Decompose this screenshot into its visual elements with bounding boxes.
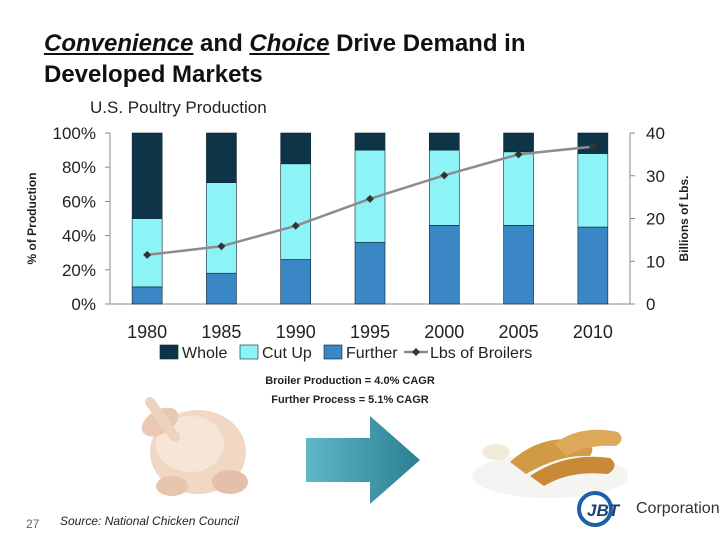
bar-whole xyxy=(206,132,237,183)
page-number: 27 xyxy=(26,517,40,531)
legend-label: Lbs of Broilers xyxy=(430,345,532,362)
y-tick-label: 20% xyxy=(62,261,96,280)
source-note: Source: National Chicken Council xyxy=(60,514,239,528)
y-tick-label: 40% xyxy=(62,227,96,246)
legend-label: Further xyxy=(346,345,398,362)
bar-further xyxy=(206,272,237,305)
y2-axis-title: Billions of Lbs. xyxy=(677,176,691,262)
bar-further xyxy=(503,225,534,305)
y-tick-label: 60% xyxy=(62,192,96,211)
bar-cut-up xyxy=(577,153,609,228)
line-point xyxy=(291,221,300,230)
legend-label: Cut Up xyxy=(262,345,312,362)
broiler-cagr-note: Broiler Production = 4.0% CAGR xyxy=(265,375,435,387)
y2-tick-label: 20 xyxy=(646,210,665,229)
bar-cut-up xyxy=(280,163,312,260)
y2-tick-label: 0 xyxy=(646,295,655,314)
legend-swatch xyxy=(159,344,179,360)
chart-subtitle: U.S. Poultry Production xyxy=(90,98,267,117)
bar-cut-up xyxy=(503,151,534,226)
title-word-convenience: Convenience xyxy=(44,30,194,57)
further-process-cagr-note: Further Process = 5.1% CAGR xyxy=(271,394,429,406)
x-tick-label: 2005 xyxy=(499,322,539,342)
y-tick-label: 80% xyxy=(62,158,96,177)
slide-title: Convenience and Choice Drive Demand in D… xyxy=(44,28,684,90)
jbt-logo: JBT xyxy=(577,491,621,527)
line-point xyxy=(217,242,226,251)
x-tick-label: 2000 xyxy=(424,322,464,342)
chicken-strips-image xyxy=(472,429,628,498)
x-tick-label: 1990 xyxy=(276,322,316,342)
poultry-production-chart: 0% 20% 40% 60% 80% 100% 0 10 20 30 40 % of Producti… xyxy=(25,124,691,362)
bar-whole xyxy=(280,132,312,165)
title-line-2: Developed Markets xyxy=(44,61,263,88)
bar-further xyxy=(577,226,609,305)
bar-cut-up xyxy=(206,182,237,274)
y-axis-title: % of Production xyxy=(25,173,39,265)
legend-swatch xyxy=(323,344,343,360)
bar-further xyxy=(354,242,386,305)
x-tick-label: 1985 xyxy=(201,322,241,342)
raw-chicken-image xyxy=(141,397,248,496)
line-point xyxy=(143,250,152,259)
y2-tick-label: 30 xyxy=(646,167,665,186)
logo-mark: JBT xyxy=(587,501,621,520)
arrow-right-icon xyxy=(306,416,420,504)
x-tick-label: 1995 xyxy=(350,322,390,342)
bar-cut-up xyxy=(428,149,460,226)
bar-whole xyxy=(503,132,534,153)
title-word-and: and xyxy=(193,30,250,57)
line-point xyxy=(514,150,523,159)
legend-swatch xyxy=(239,344,259,360)
line-point xyxy=(588,142,597,151)
x-tick-label: 2010 xyxy=(573,322,613,342)
bar-whole xyxy=(131,132,163,219)
bar-further xyxy=(131,286,163,305)
bar-whole xyxy=(428,132,460,151)
bar-further xyxy=(280,259,312,305)
y2-tick-label: 10 xyxy=(646,252,665,271)
legend-label: Whole xyxy=(182,345,227,362)
y-tick-label: 100% xyxy=(53,124,96,143)
legend-marker xyxy=(412,348,420,356)
title-word-choice: Choice xyxy=(249,30,330,57)
y-tick-label: 0% xyxy=(71,295,96,314)
line-point xyxy=(366,194,374,203)
bar-further xyxy=(428,225,460,305)
y2-tick-label: 40 xyxy=(646,124,665,143)
logo-text: Corporation xyxy=(636,500,720,517)
x-tick-label: 1980 xyxy=(127,322,167,342)
bar-whole xyxy=(354,132,386,151)
line-point xyxy=(440,171,449,180)
title-word-drive: Drive Demand in xyxy=(329,30,526,57)
